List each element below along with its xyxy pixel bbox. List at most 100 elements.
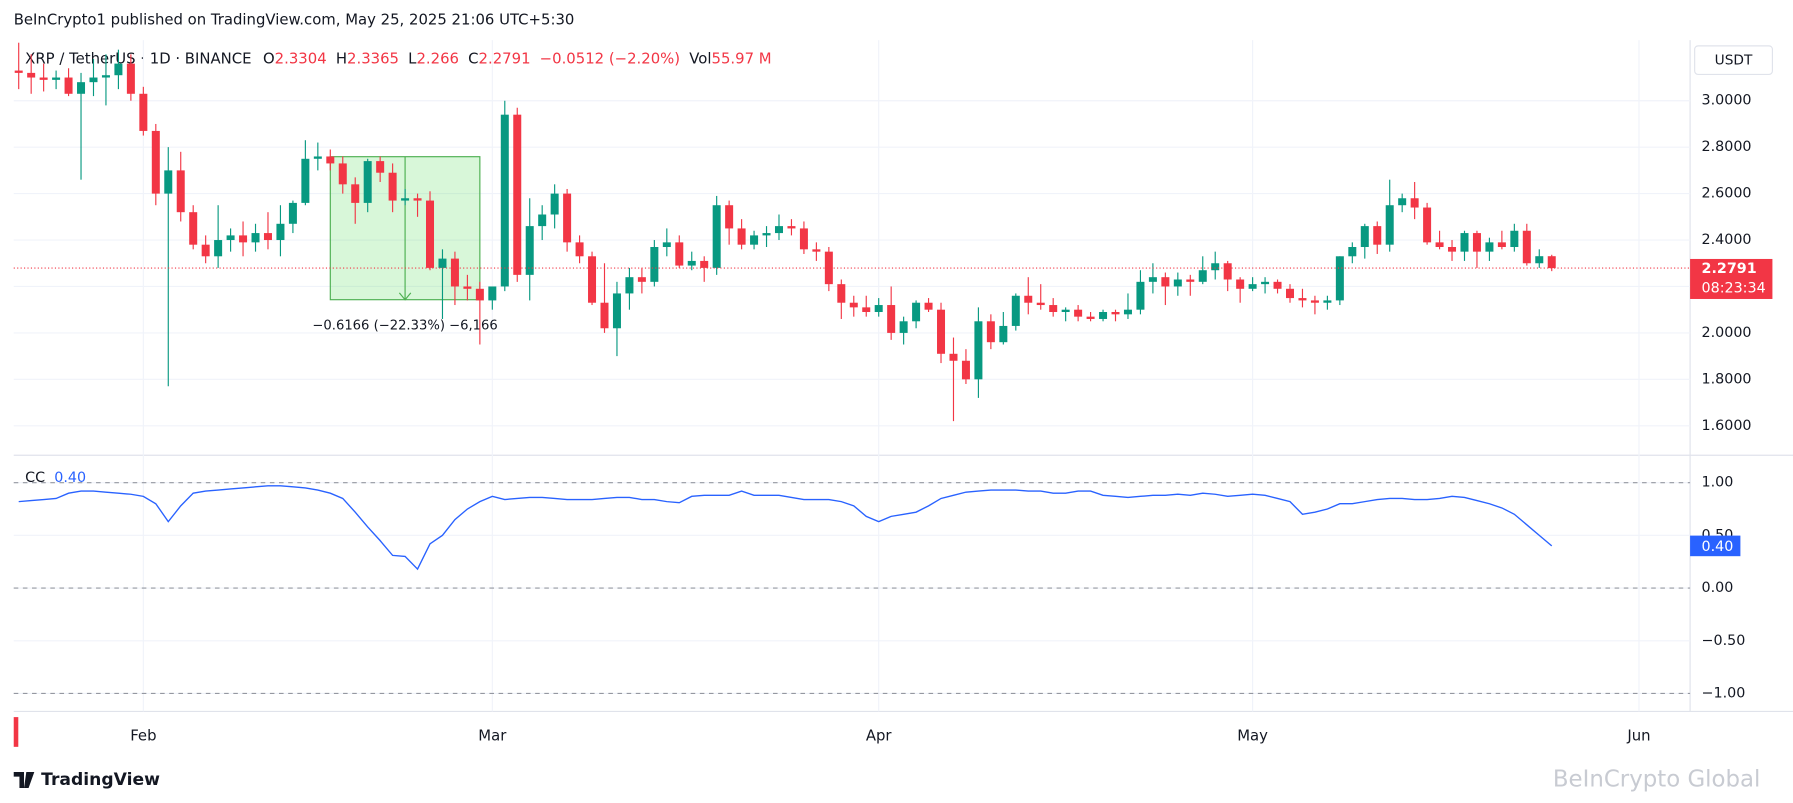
candle-body xyxy=(475,288,484,301)
candle-body xyxy=(974,321,983,380)
candle-body xyxy=(737,228,746,245)
candle-body xyxy=(837,284,846,303)
candle-body xyxy=(1460,233,1469,252)
countdown: 08:23:34 xyxy=(1702,281,1766,297)
legend-item: Vol xyxy=(689,50,711,68)
candle-body xyxy=(326,156,335,164)
candle-body xyxy=(1024,295,1033,303)
cc-current: 0.40 xyxy=(54,470,86,486)
candle-body xyxy=(1161,277,1170,287)
candle-body xyxy=(1136,281,1145,310)
footer-logo: TradingView xyxy=(41,770,160,790)
candle-body xyxy=(887,305,896,333)
candle-body xyxy=(1423,207,1432,243)
candle-body xyxy=(812,249,821,252)
candle-body xyxy=(276,223,285,241)
candle-body xyxy=(1223,263,1232,280)
candle-body xyxy=(1049,305,1058,313)
x-tick-label: Feb xyxy=(130,727,156,745)
candle-body xyxy=(27,72,36,78)
legend-item: XRP / TetherUS · 1D · BINANCE xyxy=(25,50,251,68)
cc-legend: CC 0.40 xyxy=(25,470,86,486)
candle-body xyxy=(251,233,260,243)
y2-tick-label: 0.00 xyxy=(1702,580,1734,596)
candle-body xyxy=(413,198,422,201)
candle-body xyxy=(89,77,98,83)
candle-body xyxy=(1522,230,1531,264)
cc-name: CC xyxy=(25,470,45,486)
candle-body xyxy=(1510,230,1519,248)
candle-body xyxy=(1360,226,1369,248)
candle-body xyxy=(1086,316,1095,319)
candle-body xyxy=(14,70,23,73)
candle-body xyxy=(687,260,696,266)
candle-body xyxy=(799,228,808,250)
candle-body xyxy=(700,260,709,268)
legend-item: 2.3304 xyxy=(275,50,327,68)
candle-body xyxy=(924,302,933,310)
candle-body xyxy=(1335,256,1344,301)
candle-body xyxy=(787,226,796,229)
candle-body xyxy=(675,242,684,266)
candle-body xyxy=(126,63,135,94)
candle-body xyxy=(1148,277,1157,282)
candle-body xyxy=(39,77,48,80)
y-tick-label: 2.4000 xyxy=(1702,232,1752,248)
candle-body xyxy=(500,114,509,287)
time-marker xyxy=(13,717,19,747)
measure-label: −0.6166 (−22.33%) −6,166 xyxy=(312,319,497,334)
watermark: BeInCrypto Global xyxy=(1553,766,1761,792)
candle-body xyxy=(1285,288,1295,299)
candle-body xyxy=(139,93,148,131)
y2-tick-label: 1.00 xyxy=(1702,475,1734,491)
y2-tick-label: −0.50 xyxy=(1702,633,1746,649)
candle-body xyxy=(101,75,110,78)
cc-box xyxy=(1690,535,1741,557)
candle-body xyxy=(538,214,547,227)
candle-body xyxy=(226,235,235,241)
candle-body xyxy=(1535,256,1544,264)
legend-item: H xyxy=(336,50,347,68)
x-tick-label: May xyxy=(1237,727,1268,745)
candle-body xyxy=(662,242,671,248)
candle-body xyxy=(912,302,921,322)
candle-body xyxy=(1497,242,1506,248)
candle-body xyxy=(750,235,759,245)
candle-body xyxy=(600,302,609,329)
candle-body xyxy=(650,247,659,282)
x-tick-label: Mar xyxy=(478,727,507,745)
legend-text: XRP / TetherUS · 1D · BINANCE O2.3304 H2.3… xyxy=(25,50,771,68)
candle-body xyxy=(77,82,86,94)
candle-body xyxy=(1547,256,1556,269)
candle-body xyxy=(426,200,435,268)
candle-body xyxy=(164,170,173,194)
legend-item: O xyxy=(263,50,275,68)
tv-logo-icon xyxy=(13,771,35,789)
candle-body xyxy=(176,170,185,213)
candle-body xyxy=(712,205,721,268)
candle-body xyxy=(949,353,958,361)
candle-body xyxy=(1298,298,1307,301)
candle-body xyxy=(1410,198,1419,208)
cc-line xyxy=(18,485,1553,571)
candle-body xyxy=(874,305,883,313)
legend-item: −0.0512 (−2.20%) xyxy=(540,50,680,68)
candle-body xyxy=(1099,312,1108,319)
legend: XRP / TetherUS · 1D · BINANCE O2.3304 H2.3… xyxy=(25,50,771,68)
price-label: 2.2791 xyxy=(1702,261,1757,277)
header: BeInCrypto1 published on TradingView.com… xyxy=(14,11,575,29)
y-tick-label: 3.0000 xyxy=(1702,93,1752,109)
candle-body xyxy=(288,202,297,224)
candle-body xyxy=(1373,226,1382,245)
candle-body xyxy=(376,161,385,173)
candle-body xyxy=(1061,309,1070,313)
candle-body xyxy=(1323,300,1332,303)
candle-body xyxy=(388,172,397,201)
candle-body xyxy=(463,286,472,289)
candle-body xyxy=(1435,242,1444,248)
candle-body xyxy=(513,114,522,275)
y-tick-label: 1.8000 xyxy=(1702,371,1752,387)
y-tick-label: 2.8000 xyxy=(1702,139,1752,155)
candle-body xyxy=(363,161,372,203)
candle-body xyxy=(114,63,123,76)
